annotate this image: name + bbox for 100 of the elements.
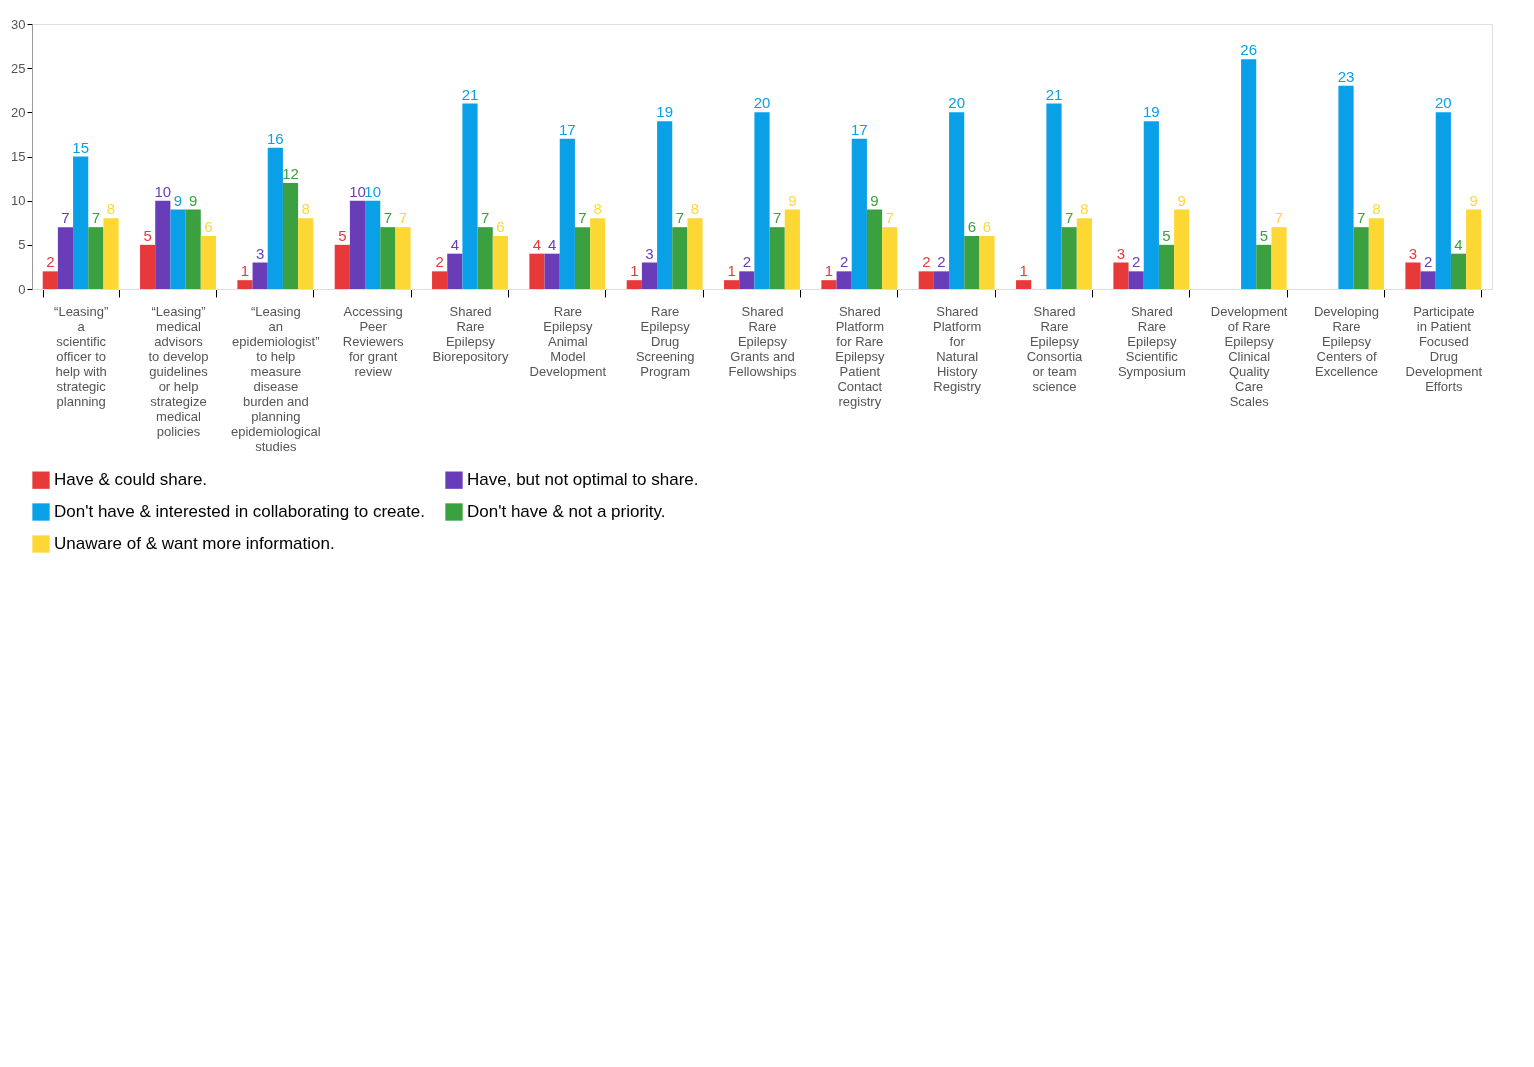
data-label: 10 [154, 182, 172, 200]
x-tick-label: Developing Rare Epilepsy Centers of Excellence [1313, 303, 1380, 379]
data-label: 2 [1423, 253, 1433, 271]
x-tick-label: Rare Epilepsy Drug Screening Program [635, 303, 695, 379]
data-label: 4 [1454, 235, 1463, 253]
bar [687, 218, 703, 289]
data-label: 17 [558, 120, 576, 138]
bar [237, 280, 253, 289]
data-label: 4 [450, 235, 459, 253]
x-tick-label: Shared Rare Epilepsy Biorepository [432, 303, 509, 364]
bar [559, 138, 575, 289]
bar [784, 209, 800, 289]
bar [492, 236, 508, 289]
bar [432, 271, 448, 289]
data-label: 4 [547, 235, 557, 253]
x-tick-label: Accessing Peer Reviewers for grant review [342, 303, 405, 379]
bar [754, 112, 770, 289]
bar [447, 253, 463, 289]
data-label: 7 [398, 209, 408, 227]
bar [574, 227, 591, 289]
bar [1338, 85, 1354, 289]
category-label: “Leasing an epidemiologist” to help measure disease burden and planning epidemiological studies [231, 303, 321, 454]
bar [1420, 271, 1436, 289]
data-label: 9 [870, 191, 879, 209]
data-label: 7 [383, 209, 393, 227]
data-label: 5 [143, 226, 152, 244]
bar [739, 271, 755, 289]
bar [252, 262, 268, 289]
bar [933, 271, 950, 289]
data-label: 23 [1337, 67, 1355, 85]
bar [590, 218, 606, 289]
data-label: 9 [189, 191, 198, 209]
bar [282, 183, 299, 289]
data-label: 21 [461, 85, 479, 103]
bar [1113, 262, 1129, 289]
bar [1128, 271, 1144, 289]
data-label: 8 [106, 200, 116, 218]
data-label: 2 [742, 253, 751, 271]
legend-label: Unaware of & want more information. [54, 534, 335, 553]
data-label: 5 [1162, 226, 1171, 244]
data-label: 7 [481, 209, 490, 227]
data-label: 12 [282, 165, 299, 182]
bar [1368, 218, 1384, 289]
data-label: 3 [255, 244, 265, 262]
data-label: 10 [349, 182, 366, 200]
x-tick-label: Development of Rare Epilepsy Clinical Quality Care Scales [1210, 303, 1288, 409]
bar [866, 209, 883, 289]
bar [462, 103, 478, 289]
data-label: 8 [1080, 200, 1089, 218]
legend-label: Have, but not optimal to share. [467, 470, 699, 490]
data-label: 3 [1408, 244, 1418, 262]
bar [88, 227, 104, 289]
bar [672, 227, 688, 289]
data-label: 2 [839, 253, 849, 271]
data-label: 5 [338, 226, 347, 244]
bar [42, 271, 58, 289]
data-label: 9 [1177, 191, 1186, 209]
y-tick-label: 15 [11, 149, 26, 164]
data-label: 1 [630, 262, 639, 280]
x-tick-label: Rare Epilepsy Animal Model Development [529, 303, 607, 379]
bar [626, 280, 642, 289]
bar [140, 244, 156, 289]
data-label: 8 [1372, 200, 1381, 218]
bar [836, 271, 852, 289]
data-label: 7 [61, 209, 70, 227]
bar [882, 227, 898, 289]
data-label: 9 [173, 191, 183, 209]
data-label: 1 [240, 262, 250, 280]
bar [979, 236, 995, 289]
bar [1435, 112, 1451, 289]
data-label: 1 [727, 262, 736, 280]
data-label: 2 [46, 253, 55, 271]
bar [200, 236, 216, 289]
bar [821, 280, 837, 289]
bar [1450, 253, 1467, 289]
y-tick-label: 25 [11, 60, 26, 76]
bar [949, 112, 965, 289]
bar [657, 121, 673, 289]
data-label: 8 [301, 200, 310, 218]
bar [918, 271, 934, 289]
x-tick-label: Shared Rare Epilepsy Scientific Symposium [1117, 303, 1186, 379]
data-label: 8 [690, 200, 700, 218]
data-label: 7 [1274, 209, 1284, 227]
bar [1158, 244, 1175, 289]
y-tick-label: 20 [11, 104, 26, 120]
category-label: “Leasing” medical advisors to develop guidelines or help strategize medical policies [148, 303, 209, 439]
data-label: 2 [922, 253, 931, 271]
x-tick-label: Participate in Patient Focused Drug Development Efforts [1405, 303, 1483, 394]
bar [1256, 244, 1272, 289]
data-label: 15 [72, 138, 90, 156]
bar [1174, 209, 1190, 289]
bar [1076, 218, 1092, 289]
y-tick-label: 10 [11, 193, 26, 209]
bar [529, 253, 545, 289]
data-label: 19 [1142, 103, 1160, 121]
bar [380, 227, 396, 289]
bar [1143, 121, 1159, 289]
bar [964, 236, 980, 289]
data-label: 2 [1131, 253, 1141, 271]
bar [1046, 103, 1062, 289]
